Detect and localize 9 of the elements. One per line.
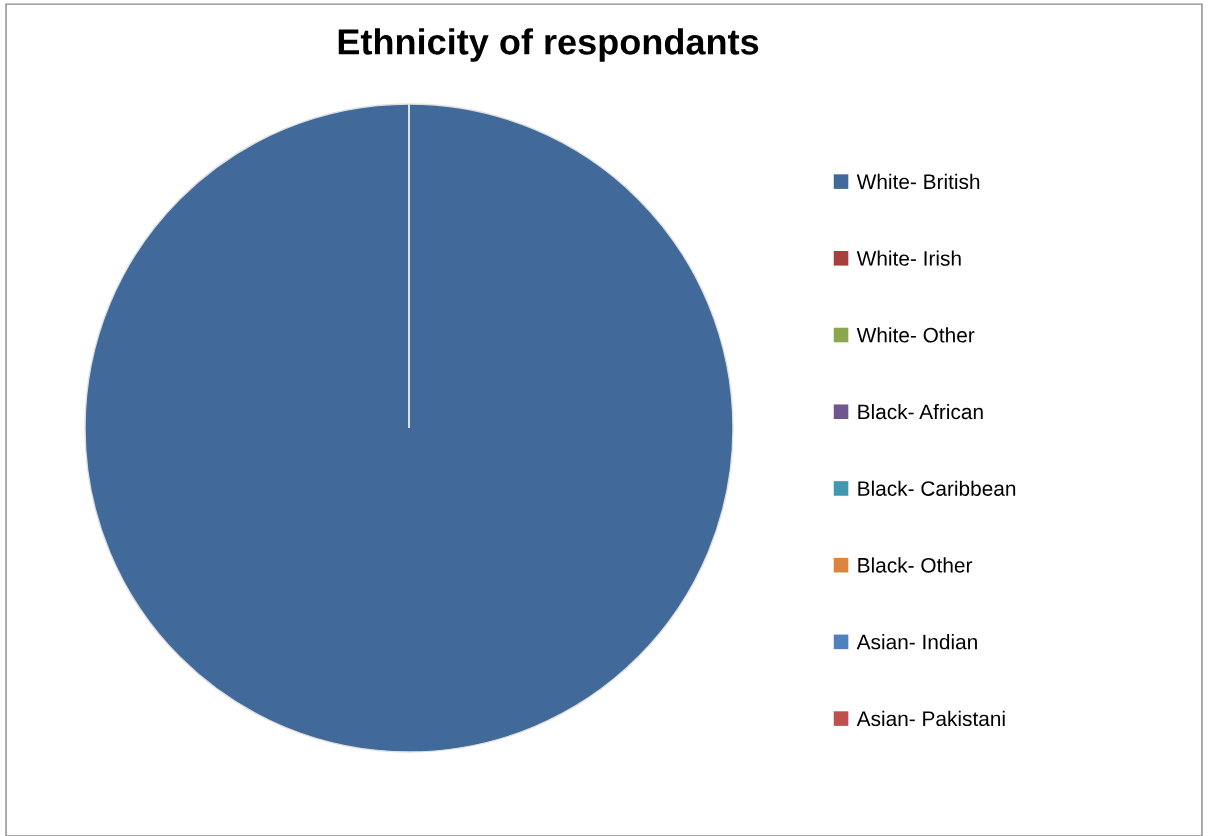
chart-title: Ethnicity of respondants	[338, 28, 759, 62]
legend-label: White- Irish	[856, 250, 961, 266]
legend-label: Asian- Indian	[856, 634, 977, 650]
legend-label: White- Other	[856, 327, 975, 343]
legend-label: Black- African	[858, 403, 983, 420]
legend-label: Asian- Pakistani	[856, 710, 1005, 727]
legend-label: Black- Caribbean	[858, 480, 1016, 496]
legend-label: White- British	[856, 173, 980, 190]
legend-label: Black- Other	[858, 557, 973, 573]
